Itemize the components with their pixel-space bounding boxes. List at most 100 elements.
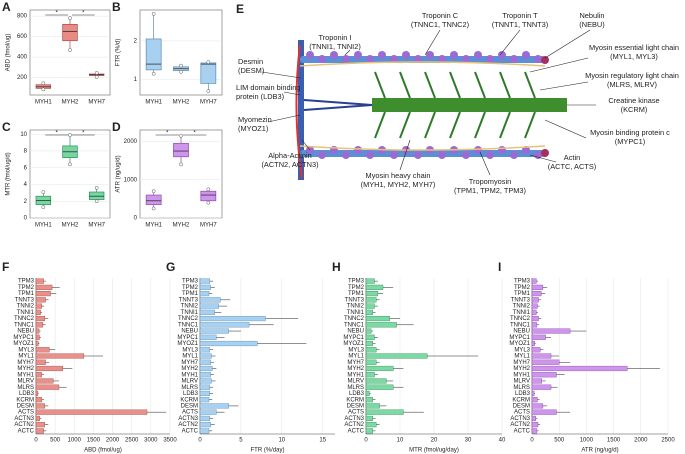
bar (199, 359, 211, 365)
bar (35, 353, 85, 359)
y-tick-label: LDB3 (515, 391, 531, 397)
y-tick-label: TNNI1 (181, 310, 199, 316)
y-tick-label: NEBU (347, 329, 364, 335)
bar (365, 284, 384, 290)
y-tick-label: KCRM (16, 397, 34, 403)
bar (365, 365, 394, 372)
bar (531, 409, 557, 415)
bar (531, 422, 539, 428)
y-tick-label: 400 (17, 55, 28, 61)
leader-lines (261, 29, 596, 176)
max-point (41, 81, 46, 86)
x-axis-label: ATR (ng/ug/d) (581, 448, 618, 454)
y-tick-label: MYH2 (513, 366, 530, 372)
bar (365, 403, 380, 409)
x-tick-label: 0 (198, 438, 202, 444)
y-tick-label: TPM3 (348, 279, 365, 285)
sig-star: * (55, 11, 58, 17)
bar (199, 390, 211, 397)
bar (365, 378, 387, 384)
bar (365, 347, 377, 353)
bar (199, 315, 266, 322)
bar (531, 315, 539, 322)
y-tick-label: 8 (24, 149, 28, 155)
label-name: Myosin binding protein c (590, 128, 670, 137)
bar (35, 309, 41, 315)
max-point (68, 133, 72, 137)
y-tick-label: MYL1 (182, 354, 198, 360)
bar (199, 278, 211, 284)
bar (531, 428, 538, 434)
y-tick-label: MYH7 (181, 360, 198, 366)
min-point (206, 200, 211, 205)
min-point (94, 75, 99, 79)
diagram-label: Tropomyosin (TPM1, TPM2, TPM3) (454, 177, 526, 195)
diagram-label: Nebulin (NEBU) (579, 11, 604, 29)
y-tick-label: MYH2 (17, 366, 34, 372)
bar (365, 278, 375, 284)
bar (199, 384, 211, 390)
y-axis-label: ATR (ng/ug/d) (116, 155, 122, 192)
y-tick-label: MYH7 (347, 360, 364, 366)
y-tick-label: 1000 (124, 177, 138, 183)
y-tick-label: MLRV (181, 379, 198, 385)
bar (365, 390, 370, 397)
diagram-label: Myosin binding protein c (MYPC1) (590, 128, 670, 146)
y-tick-label: MYH2 (181, 366, 198, 372)
bar (531, 297, 539, 303)
bar (35, 328, 40, 334)
nebulin-end (541, 149, 549, 157)
label-name: Tropomyosin (469, 177, 511, 186)
label-name: Myosin heavy chain (366, 171, 431, 180)
y-tick-label: MYOZ1 (343, 341, 364, 347)
thin-filament (300, 56, 545, 63)
x-tick-label: MYH7 (200, 223, 217, 229)
diagram-label: LIM domain binding protein (LDB3) (236, 83, 301, 101)
y-tick-label: TNNI1 (513, 310, 531, 316)
y-tick-label: MYL3 (182, 347, 198, 353)
bar (531, 359, 560, 365)
sarcomere-diagram: E Desmin (DESM) Troponin I (TNNI1, TNNI2) … (236, 2, 679, 195)
panel-label: F (2, 260, 9, 274)
actin-beads (306, 51, 542, 159)
bar (199, 378, 212, 384)
bar (531, 303, 538, 309)
diagram-label: Troponin I (TNNI1, TNNI2) (309, 33, 361, 51)
y-tick-label: TNNI1 (347, 310, 365, 316)
bar (365, 315, 390, 322)
y-tick-label: MYL1 (348, 354, 364, 360)
sig-star: * (82, 131, 85, 137)
min-point (68, 162, 72, 167)
bar (199, 284, 211, 290)
min-point (68, 48, 72, 52)
y-tick-label: MLRV (17, 379, 34, 385)
diagram-label: Actin (ACTC, ACTS) (548, 153, 596, 171)
bar (199, 409, 217, 415)
x-tick-label: 3500 (163, 438, 177, 444)
y-tick-label: LDB3 (19, 391, 35, 397)
label-genes: (TPM1, TPM2, TPM3) (454, 186, 526, 195)
bar (35, 384, 60, 390)
diagram-label: Myomezin (MYOZ1) (238, 115, 272, 133)
bar (365, 340, 374, 347)
bar (35, 428, 44, 434)
y-tick-label: MYH7 (17, 360, 34, 366)
y-tick-label: ACTC (18, 428, 35, 434)
y-tick-label: MYPC1 (343, 335, 364, 341)
diagram-label: Troponin T (TNNT1, TNNT3) (492, 11, 549, 29)
y-tick-label: TNNC2 (178, 316, 199, 322)
min-point (151, 71, 156, 76)
y-tick-label: MLRS (347, 385, 364, 391)
bar (199, 309, 215, 315)
desmin (295, 44, 303, 179)
label-genes: (ACTN2, ACTN3) (261, 160, 318, 169)
label-genes: (MYL1, MYL3) (610, 52, 658, 61)
y-tick-label: TNNT3 (15, 297, 35, 303)
y-tick-label: ACTC (182, 428, 199, 434)
label-name: Myomezin (238, 115, 272, 124)
box (200, 190, 217, 202)
bar (199, 397, 210, 403)
x-tick-label: 5 (239, 438, 243, 444)
label-genes: (TNNC1, TNNC2) (411, 20, 469, 29)
x-tick-label: MYH2 (173, 100, 190, 106)
